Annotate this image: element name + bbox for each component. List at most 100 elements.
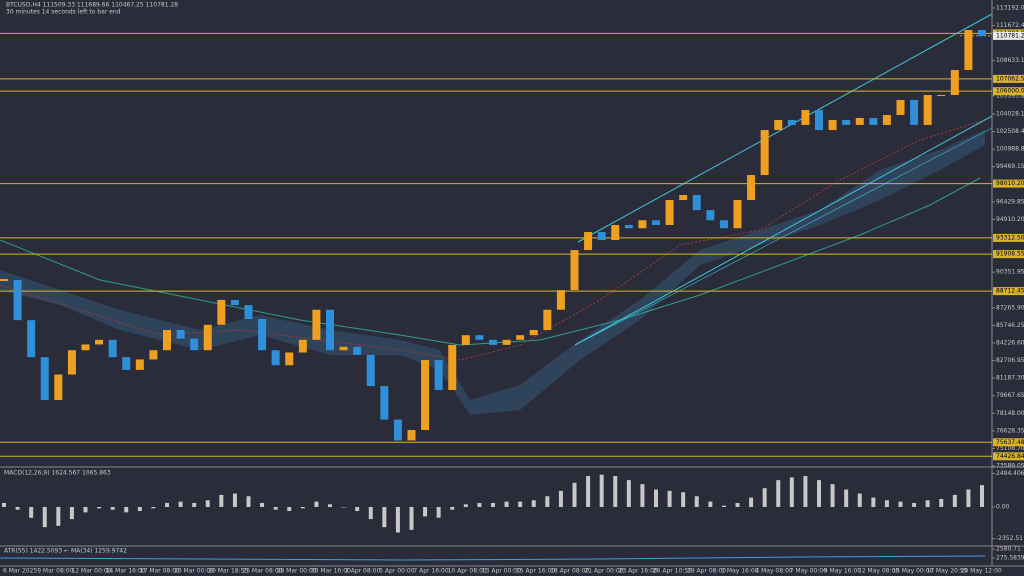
x-tick-label: 30 Mar 16:00 bbox=[311, 568, 351, 575]
macd-bar bbox=[531, 500, 536, 507]
candle-body bbox=[108, 339, 117, 358]
candle-body bbox=[719, 220, 728, 229]
candle-body bbox=[81, 344, 90, 351]
channel-upper bbox=[577, 13, 993, 243]
macd-bar bbox=[640, 484, 645, 507]
y-tick-label: 113192.05 bbox=[996, 5, 1024, 12]
candle-body bbox=[611, 224, 620, 241]
x-tick-label: 9 Mar 08:00 bbox=[37, 568, 73, 575]
x-tick-label: 12 Mar 00:00 bbox=[71, 568, 111, 575]
macd-bar bbox=[56, 507, 61, 526]
candle-body bbox=[448, 344, 457, 391]
candle-body bbox=[230, 299, 239, 306]
moving-average-dotted bbox=[0, 119, 986, 361]
macd-bar bbox=[463, 504, 468, 507]
candle-body bbox=[665, 199, 674, 225]
candle-body bbox=[393, 419, 402, 441]
candle-body bbox=[774, 119, 783, 131]
y-tick-label: 0.00 bbox=[996, 504, 1010, 511]
candle-body bbox=[67, 350, 76, 375]
level-label: 75637.48 bbox=[996, 439, 1024, 446]
y-tick-label: 75108.70 bbox=[996, 445, 1024, 452]
macd-bar bbox=[328, 504, 332, 507]
current-price-label: 110781.28 bbox=[996, 32, 1024, 39]
x-tick-label: 2 Apr 08:00 bbox=[345, 568, 380, 575]
macd-bar bbox=[504, 501, 509, 507]
candle-body bbox=[570, 250, 579, 291]
candle-body bbox=[489, 339, 497, 345]
macd-bar bbox=[572, 482, 577, 507]
macd-bar bbox=[395, 507, 400, 533]
x-tick-label: 20 May 12:00 bbox=[961, 568, 1002, 575]
x-tick-label: 14 Mar 16:00 bbox=[106, 568, 146, 575]
macd-bar bbox=[232, 493, 237, 507]
candle-body bbox=[217, 299, 226, 325]
macd-bar bbox=[939, 498, 944, 507]
y-tick-label: 87265.90 bbox=[996, 304, 1024, 311]
level-label-box bbox=[993, 233, 1024, 242]
level-label: 98010.20 bbox=[996, 180, 1024, 187]
macd-bar bbox=[898, 501, 903, 507]
candle-body bbox=[950, 70, 959, 95]
macd-bar bbox=[626, 480, 631, 507]
candle-body bbox=[353, 346, 362, 355]
candle-body bbox=[978, 29, 986, 36]
candle-body bbox=[54, 374, 63, 400]
macd-bar bbox=[681, 492, 686, 507]
candle-body bbox=[584, 232, 593, 251]
y-tick-label: 99469.15 bbox=[996, 163, 1024, 170]
candle-body bbox=[40, 357, 49, 400]
y-tick-label: 108633.10 bbox=[996, 57, 1024, 64]
candle-body bbox=[842, 119, 851, 125]
candle-body bbox=[692, 195, 701, 211]
y-tick-label: 102508.45 bbox=[996, 128, 1024, 135]
x-tick-label: 15 Apr 16:00 bbox=[516, 568, 555, 575]
candle-body bbox=[801, 110, 810, 125]
x-tick-label: 15 May 00:00 bbox=[892, 568, 933, 575]
macd-bar bbox=[871, 497, 876, 507]
macd-bar bbox=[436, 507, 441, 518]
candle-body bbox=[923, 94, 932, 125]
macd-bar bbox=[912, 502, 917, 507]
macd-bar bbox=[450, 507, 455, 510]
x-tick-label: 17 May 20:55 bbox=[926, 568, 967, 575]
macd-bar bbox=[518, 501, 523, 507]
x-tick-label: 13 Apr 00:00 bbox=[482, 568, 521, 575]
macd-bar bbox=[830, 484, 835, 507]
candle-body bbox=[556, 290, 565, 310]
x-tick-label: 9 May 16:00 bbox=[824, 568, 862, 575]
y-tick-label: 105593.80 bbox=[996, 92, 1024, 99]
channel-inner bbox=[584, 127, 993, 341]
candle-body bbox=[747, 175, 756, 200]
macd-bar bbox=[694, 496, 699, 507]
candle-body bbox=[461, 335, 470, 345]
x-tick-label: 25 Mar 08:00 bbox=[242, 568, 282, 575]
macd-bar bbox=[368, 507, 373, 520]
y-tick-label: 85746.25 bbox=[996, 322, 1024, 329]
level-label-box bbox=[993, 452, 1024, 461]
macd-bar bbox=[97, 507, 102, 509]
candle-body bbox=[163, 329, 171, 351]
macd-bar bbox=[205, 500, 210, 507]
x-tick-label: 1 May 16:00 bbox=[721, 568, 759, 575]
candle-body bbox=[869, 118, 878, 125]
macd-bar bbox=[382, 507, 387, 528]
macd-bar bbox=[817, 480, 821, 507]
x-tick-label: 18 Apr 08:00 bbox=[550, 568, 589, 575]
candle-body bbox=[271, 350, 280, 366]
candle-body bbox=[896, 99, 905, 115]
candle-body bbox=[855, 118, 864, 125]
macd-bar bbox=[42, 507, 47, 528]
macd-bar bbox=[586, 476, 591, 507]
level-label-box bbox=[993, 87, 1024, 96]
x-tick-label: 4 May 08:00 bbox=[755, 568, 793, 575]
x-tick-label: 5 Apr 00:00 bbox=[379, 568, 414, 575]
macd-bar bbox=[721, 505, 726, 507]
y-tick-label: 82706.95 bbox=[996, 357, 1024, 364]
candle-body bbox=[475, 335, 484, 340]
macd-bar bbox=[708, 501, 713, 507]
candle-body bbox=[339, 346, 348, 351]
y-tick-label: 90351.95 bbox=[996, 269, 1024, 276]
y-tick-label: -2352.51 bbox=[996, 535, 1023, 542]
